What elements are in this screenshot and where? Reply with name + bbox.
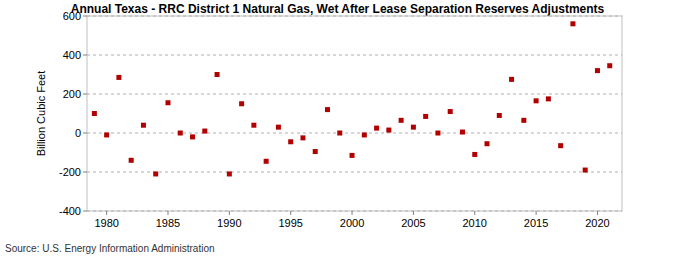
chart: Annual Texas - RRC District 1 Natural Ga… (0, 0, 675, 275)
point (497, 113, 502, 118)
point (325, 107, 330, 112)
point (116, 75, 121, 80)
point (141, 123, 146, 128)
point (399, 118, 404, 123)
grid-line (87, 16, 622, 17)
point (595, 68, 600, 73)
y-tick (83, 211, 87, 212)
point (300, 135, 305, 140)
x-tick-label: 1995 (278, 217, 302, 229)
point (190, 134, 195, 139)
x-tick-label: 2020 (585, 217, 609, 229)
y-tick-label: 200 (63, 88, 81, 100)
plot-frame (87, 16, 622, 211)
point (313, 149, 318, 154)
point (521, 118, 526, 123)
point (570, 21, 575, 26)
point (386, 128, 391, 133)
y-tick (83, 55, 87, 56)
point (448, 109, 453, 114)
x-tick (106, 211, 107, 215)
y-tick (83, 172, 87, 173)
x-tick (474, 211, 475, 215)
point (337, 131, 342, 136)
point (264, 159, 269, 164)
x-tick (536, 211, 537, 215)
x-tick (413, 211, 414, 215)
y-tick-label: 0 (75, 127, 81, 139)
x-tick-label: 1985 (156, 217, 180, 229)
y-tick-label: 400 (63, 49, 81, 61)
grid-line (87, 94, 622, 95)
x-tick (352, 211, 353, 215)
point (472, 152, 477, 157)
point (435, 131, 440, 136)
x-tick-label: 2015 (524, 217, 548, 229)
point (546, 96, 551, 101)
x-tick-label: 2000 (340, 217, 364, 229)
point (165, 100, 170, 105)
point (607, 63, 612, 68)
point (509, 77, 514, 82)
x-tick (290, 211, 291, 215)
x-tick-label: 1980 (94, 217, 118, 229)
y-axis-label: Billion Cubic Feet (35, 71, 47, 157)
points (92, 21, 612, 176)
point (153, 171, 158, 176)
y-tick (83, 94, 87, 95)
y-tick (83, 133, 87, 134)
point (288, 139, 293, 144)
point (276, 125, 281, 130)
x-tick-label: 1990 (217, 217, 241, 229)
point (350, 153, 355, 158)
point (583, 168, 588, 173)
x-tick-label: 2010 (463, 217, 487, 229)
grid-line (87, 172, 622, 173)
x-tick (597, 211, 598, 215)
x-tick-label: 2005 (401, 217, 425, 229)
point (251, 123, 256, 128)
point (215, 72, 220, 77)
point (362, 132, 367, 137)
point (104, 132, 109, 137)
point (202, 129, 207, 134)
point (92, 111, 97, 116)
point (411, 125, 416, 130)
x-tick (167, 211, 168, 215)
grid-line (87, 55, 622, 56)
point (460, 130, 465, 135)
y-tick-label: 600 (63, 10, 81, 22)
title: Annual Texas - RRC District 1 Natural Ga… (71, 2, 605, 16)
point (129, 158, 134, 163)
y-tick (83, 16, 87, 17)
grid-line (87, 211, 622, 212)
point (178, 131, 183, 136)
point (227, 171, 232, 176)
source: Source: U.S. Energy Information Administ… (5, 243, 215, 254)
y-tick-label: -200 (59, 166, 81, 178)
point (374, 126, 379, 131)
grid-line (87, 133, 622, 134)
point (239, 101, 244, 106)
point (485, 141, 490, 146)
point (534, 98, 539, 103)
x-tick (229, 211, 230, 215)
point (558, 143, 563, 148)
y-tick-label: -400 (59, 205, 81, 217)
point (423, 114, 428, 119)
